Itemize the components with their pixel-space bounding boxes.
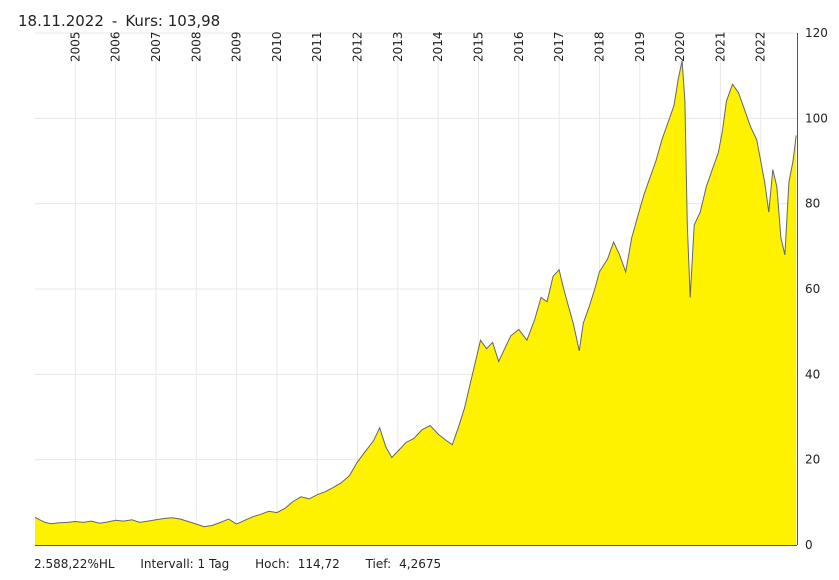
- x-tick-labels: 2005 2006 2007 2008 2009 2010 2011 2012 2013 2014…: [68, 31, 767, 62]
- x-tick-label-2022: 2022: [754, 31, 768, 62]
- x-tick-label-2010: 2010: [270, 31, 284, 62]
- y-tick-label-100: 100: [805, 111, 828, 125]
- interval-label: Intervall: 1 Tag: [140, 557, 230, 571]
- y-tick-label-80: 80: [805, 197, 820, 211]
- x-tick-label-2019: 2019: [633, 31, 647, 62]
- x-tick-label-2017: 2017: [552, 31, 566, 62]
- price-area: [35, 60, 797, 545]
- x-tick-label-2016: 2016: [512, 31, 526, 62]
- performance-value: 2.588,22%HL: [34, 557, 115, 571]
- x-tick-label-2020: 2020: [673, 31, 687, 62]
- y-tick-label-40: 40: [805, 367, 820, 381]
- x-tick-label-2012: 2012: [351, 31, 365, 62]
- x-tick-label-2006: 2006: [109, 31, 123, 62]
- x-tick-label-2005: 2005: [68, 31, 82, 62]
- x-tick-label-2011: 2011: [310, 31, 324, 62]
- x-tick-label-2007: 2007: [149, 31, 163, 62]
- header-price-value: 103,98: [167, 12, 221, 30]
- high-value: 114,72: [297, 557, 340, 571]
- chart-header: 18.11.2022- Kurs: 103,98: [18, 10, 220, 32]
- price-line: [34, 60, 797, 528]
- x-tick-label-2014: 2014: [431, 31, 445, 62]
- x-tick-label-2015: 2015: [472, 31, 486, 62]
- x-tick-label-2008: 2008: [189, 31, 203, 62]
- x-tick-label-2018: 2018: [592, 31, 606, 62]
- y-tick-label-0: 0: [805, 538, 813, 552]
- x-tick-label-2009: 2009: [230, 31, 244, 62]
- x-tick-label-2021: 2021: [713, 31, 727, 62]
- header-price-label: Kurs:: [125, 12, 163, 30]
- header-date: 18.11.2022: [18, 12, 104, 30]
- y-tick-label-20: 20: [805, 453, 820, 467]
- header-separator: -: [111, 12, 118, 30]
- low-value: 4,2675: [399, 557, 442, 571]
- chart-footer: 2.588,22%HL Intervall: 1 Tag Hoch: 114,72…: [34, 556, 463, 572]
- y-tick-label-60: 60: [805, 282, 820, 296]
- x-tick-label-2013: 2013: [391, 31, 405, 62]
- y-tick-label-120: 120: [805, 26, 828, 40]
- y-tick-labels: 0 20 40 60 80 100 120: [805, 26, 828, 552]
- high-label: Hoch:: [255, 557, 290, 571]
- low-label: Tief:: [365, 557, 392, 571]
